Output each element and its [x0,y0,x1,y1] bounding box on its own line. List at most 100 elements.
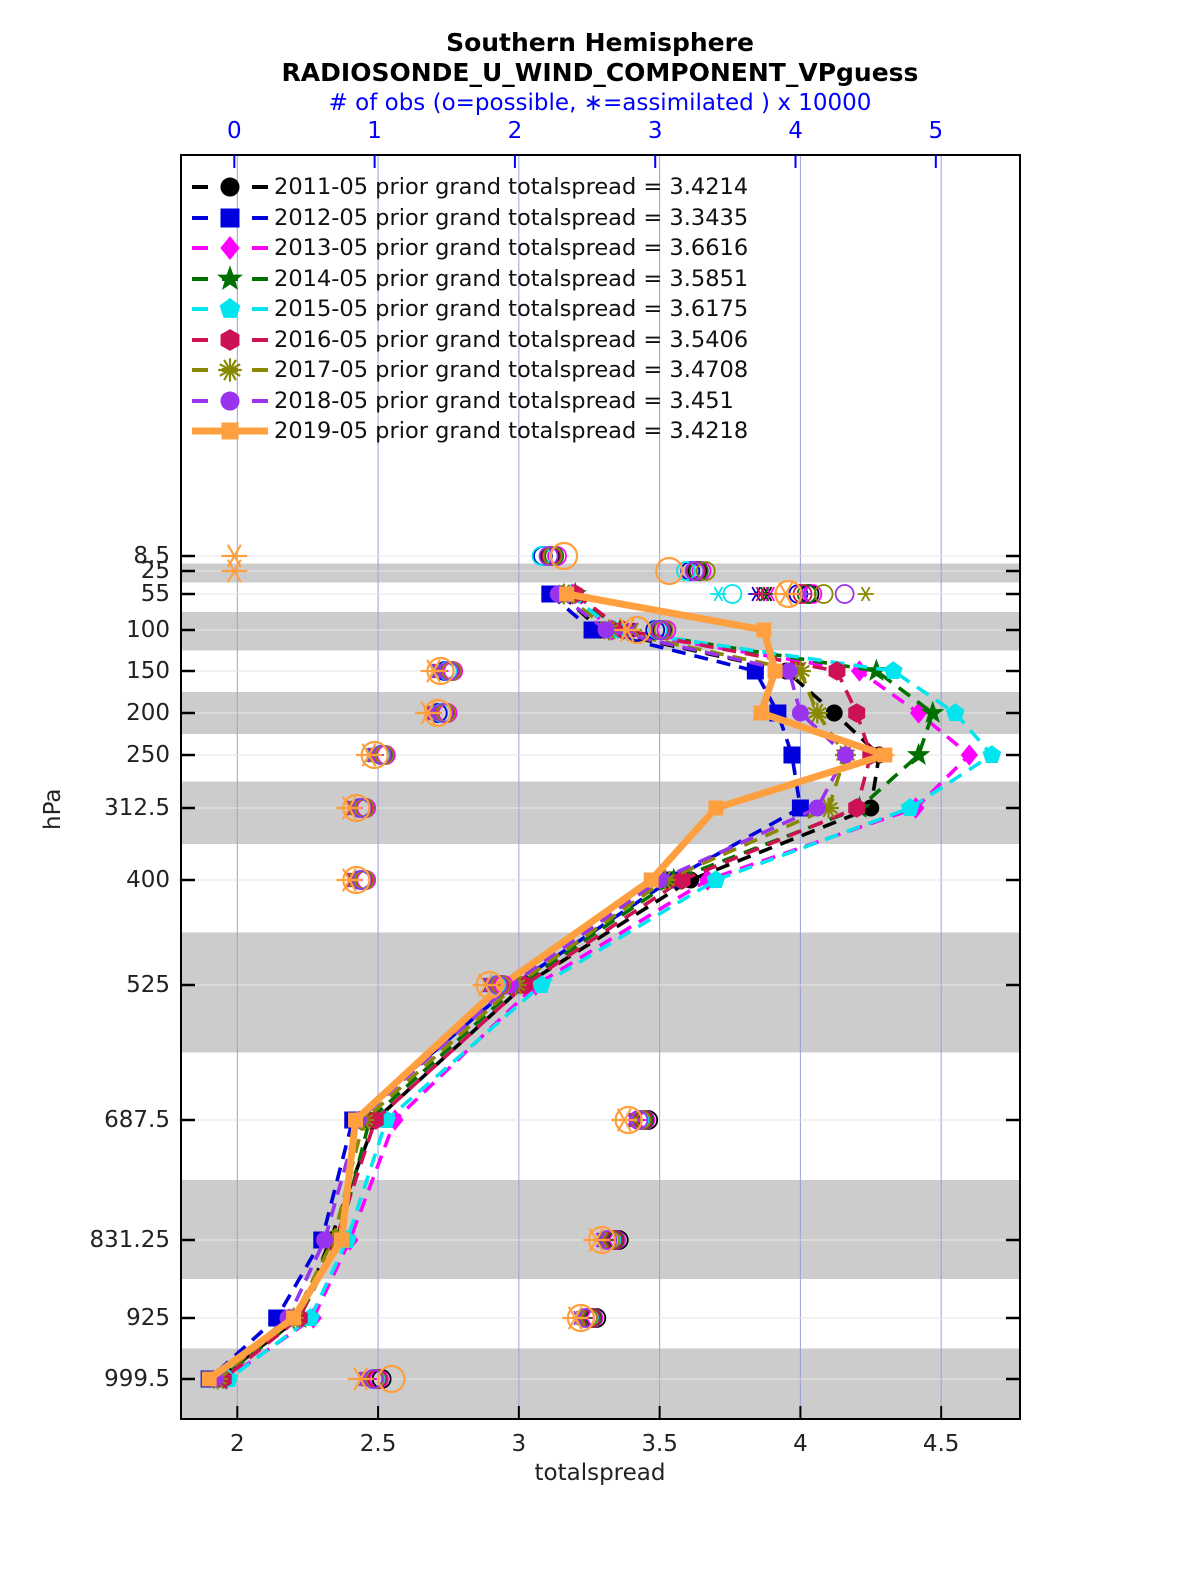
x-top-tick-label: 4 [788,118,803,144]
obs-possible-symbol [813,584,834,604]
legend-label: 2015-05 prior grand totalspread = 3.6175 [274,296,749,323]
data-marker [708,800,724,816]
obs-symbols [221,541,874,1394]
legend-label: 2018-05 prior grand totalspread = 3.451 [274,387,734,414]
x-bottom-tick-label: 3.5 [641,1431,678,1457]
x-top-tick-label: 1 [367,118,382,144]
data-marker [825,704,843,722]
obs-possible-symbol [542,546,563,566]
y-tick-label: 400 [126,867,170,893]
legend-item[interactable]: 2016-05 prior grand totalspread = 3.5406 [190,325,748,356]
data-marker [532,975,551,993]
legend-item[interactable]: 2018-05 prior grand totalspread = 3.451 [190,386,748,417]
data-marker [706,870,726,888]
x-bottom-tick-label: 2 [229,1431,245,1457]
plot-frame [180,154,1021,1420]
legend-label: 2016-05 prior grand totalspread = 3.5406 [274,326,749,353]
legend-item[interactable]: 2013-05 prior grand totalspread = 3.6616 [190,233,748,264]
data-marker [780,662,798,680]
level-band [181,563,1020,583]
data-marker [220,328,240,351]
legend-item[interactable]: 2011-05 prior grand totalspread = 3.4214 [190,172,748,203]
data-marker [220,208,240,228]
level-band [181,1180,1020,1279]
data-marker [982,745,1002,763]
obs-assimilated-symbol [221,559,248,583]
obs-assimilated-symbol [472,973,499,997]
obs-possible-symbol [834,584,855,604]
page-subtitle: RADIOSONDE_U_WIND_COMPONENT_VPguess [281,58,919,87]
data-marker [559,586,575,602]
obs-possible-symbol [650,620,671,640]
data-marker [220,236,240,261]
data-marker [201,1371,217,1387]
obs-assimilated-symbol [611,1108,638,1132]
data-series [200,581,1002,1390]
legend: 2011-05 prior grand totalspread = 3.4214… [190,172,748,447]
data-marker [753,705,769,721]
legend-symbol-diamond-icon [190,233,270,263]
obs-assimilated-symbol [772,582,799,606]
data-marker [848,703,866,723]
data-marker [756,622,772,638]
data-marker [221,422,239,440]
data-marker [836,746,854,764]
obs-possible-symbol [684,561,705,581]
obs-possible-symbol [549,541,579,571]
legend-symbol-hexagon-icon [190,325,270,355]
y-tick-label: 999.5 [104,1366,170,1392]
data-marker [808,799,826,817]
x-bottom-tick-label: 4 [793,1431,808,1457]
y-tick-label: 100 [126,617,170,643]
obs-assimilated-symbol [414,701,441,725]
obs-assimilated-symbol [583,1228,610,1252]
x-top-tick-label: 3 [647,118,663,144]
obs-assimilated-symbol [420,659,447,683]
data-marker [643,872,659,888]
legend-symbol-circle-icon [190,386,270,416]
obs-assimilated-symbol [614,618,641,642]
y-tick-label: 150 [126,658,170,684]
obs-assimilated-symbol [710,586,727,602]
data-marker [348,1112,364,1128]
legend-item[interactable]: 2015-05 prior grand totalspread = 3.6175 [190,294,748,325]
series-line [219,592,935,1381]
legend-item[interactable]: 2014-05 prior grand totalspread = 3.5851 [190,264,748,295]
data-marker [960,744,978,766]
legend-item[interactable]: 2012-05 prior grand totalspread = 3.3435 [190,203,748,234]
level-band [181,781,1020,844]
x-top-tick-label: 2 [507,118,523,144]
x-top-tick-label: 0 [226,118,242,144]
data-marker [848,798,866,818]
legend-item[interactable]: 2017-05 prior grand totalspread = 3.4708 [190,355,748,386]
obs-assimilated-symbol [857,586,874,602]
series-line [213,592,848,1381]
level-band [181,1348,1020,1419]
data-marker [783,746,801,764]
y-axis-label: hPa [40,788,66,830]
top-axis-title: # of obs (o=possible, ∗=assimilated ) x … [328,90,872,116]
x-bottom-tick-label: 2.5 [359,1431,397,1457]
obs-possible-symbol [676,561,696,581]
page-title: Southern Hemisphere [446,28,754,57]
series-line [227,592,995,1381]
y-tick-label: 55 [140,581,170,607]
data-marker [219,298,241,319]
obs-possible-symbol [695,561,716,581]
legend-label: 2014-05 prior grand totalspread = 3.5851 [274,265,749,292]
data-marker [828,661,846,681]
series-2019-05 [201,586,897,1387]
y-tick-label: 25 [140,558,170,584]
obs-assimilated-symbol [336,796,363,820]
data-marker [316,1231,334,1249]
x-bottom-tick-label: 3 [511,1431,527,1457]
y-tick-label: 312.5 [104,795,170,821]
legend-symbol-square-icon [190,416,270,446]
legend-item[interactable]: 2019-05 prior grand totalspread = 3.4218 [190,416,748,447]
level-band [181,932,1020,1053]
y-tick-label: 687.5 [104,1107,170,1133]
legend-symbol-circle-icon [190,172,270,202]
x-bottom-tick-label: 4.5 [922,1431,960,1457]
